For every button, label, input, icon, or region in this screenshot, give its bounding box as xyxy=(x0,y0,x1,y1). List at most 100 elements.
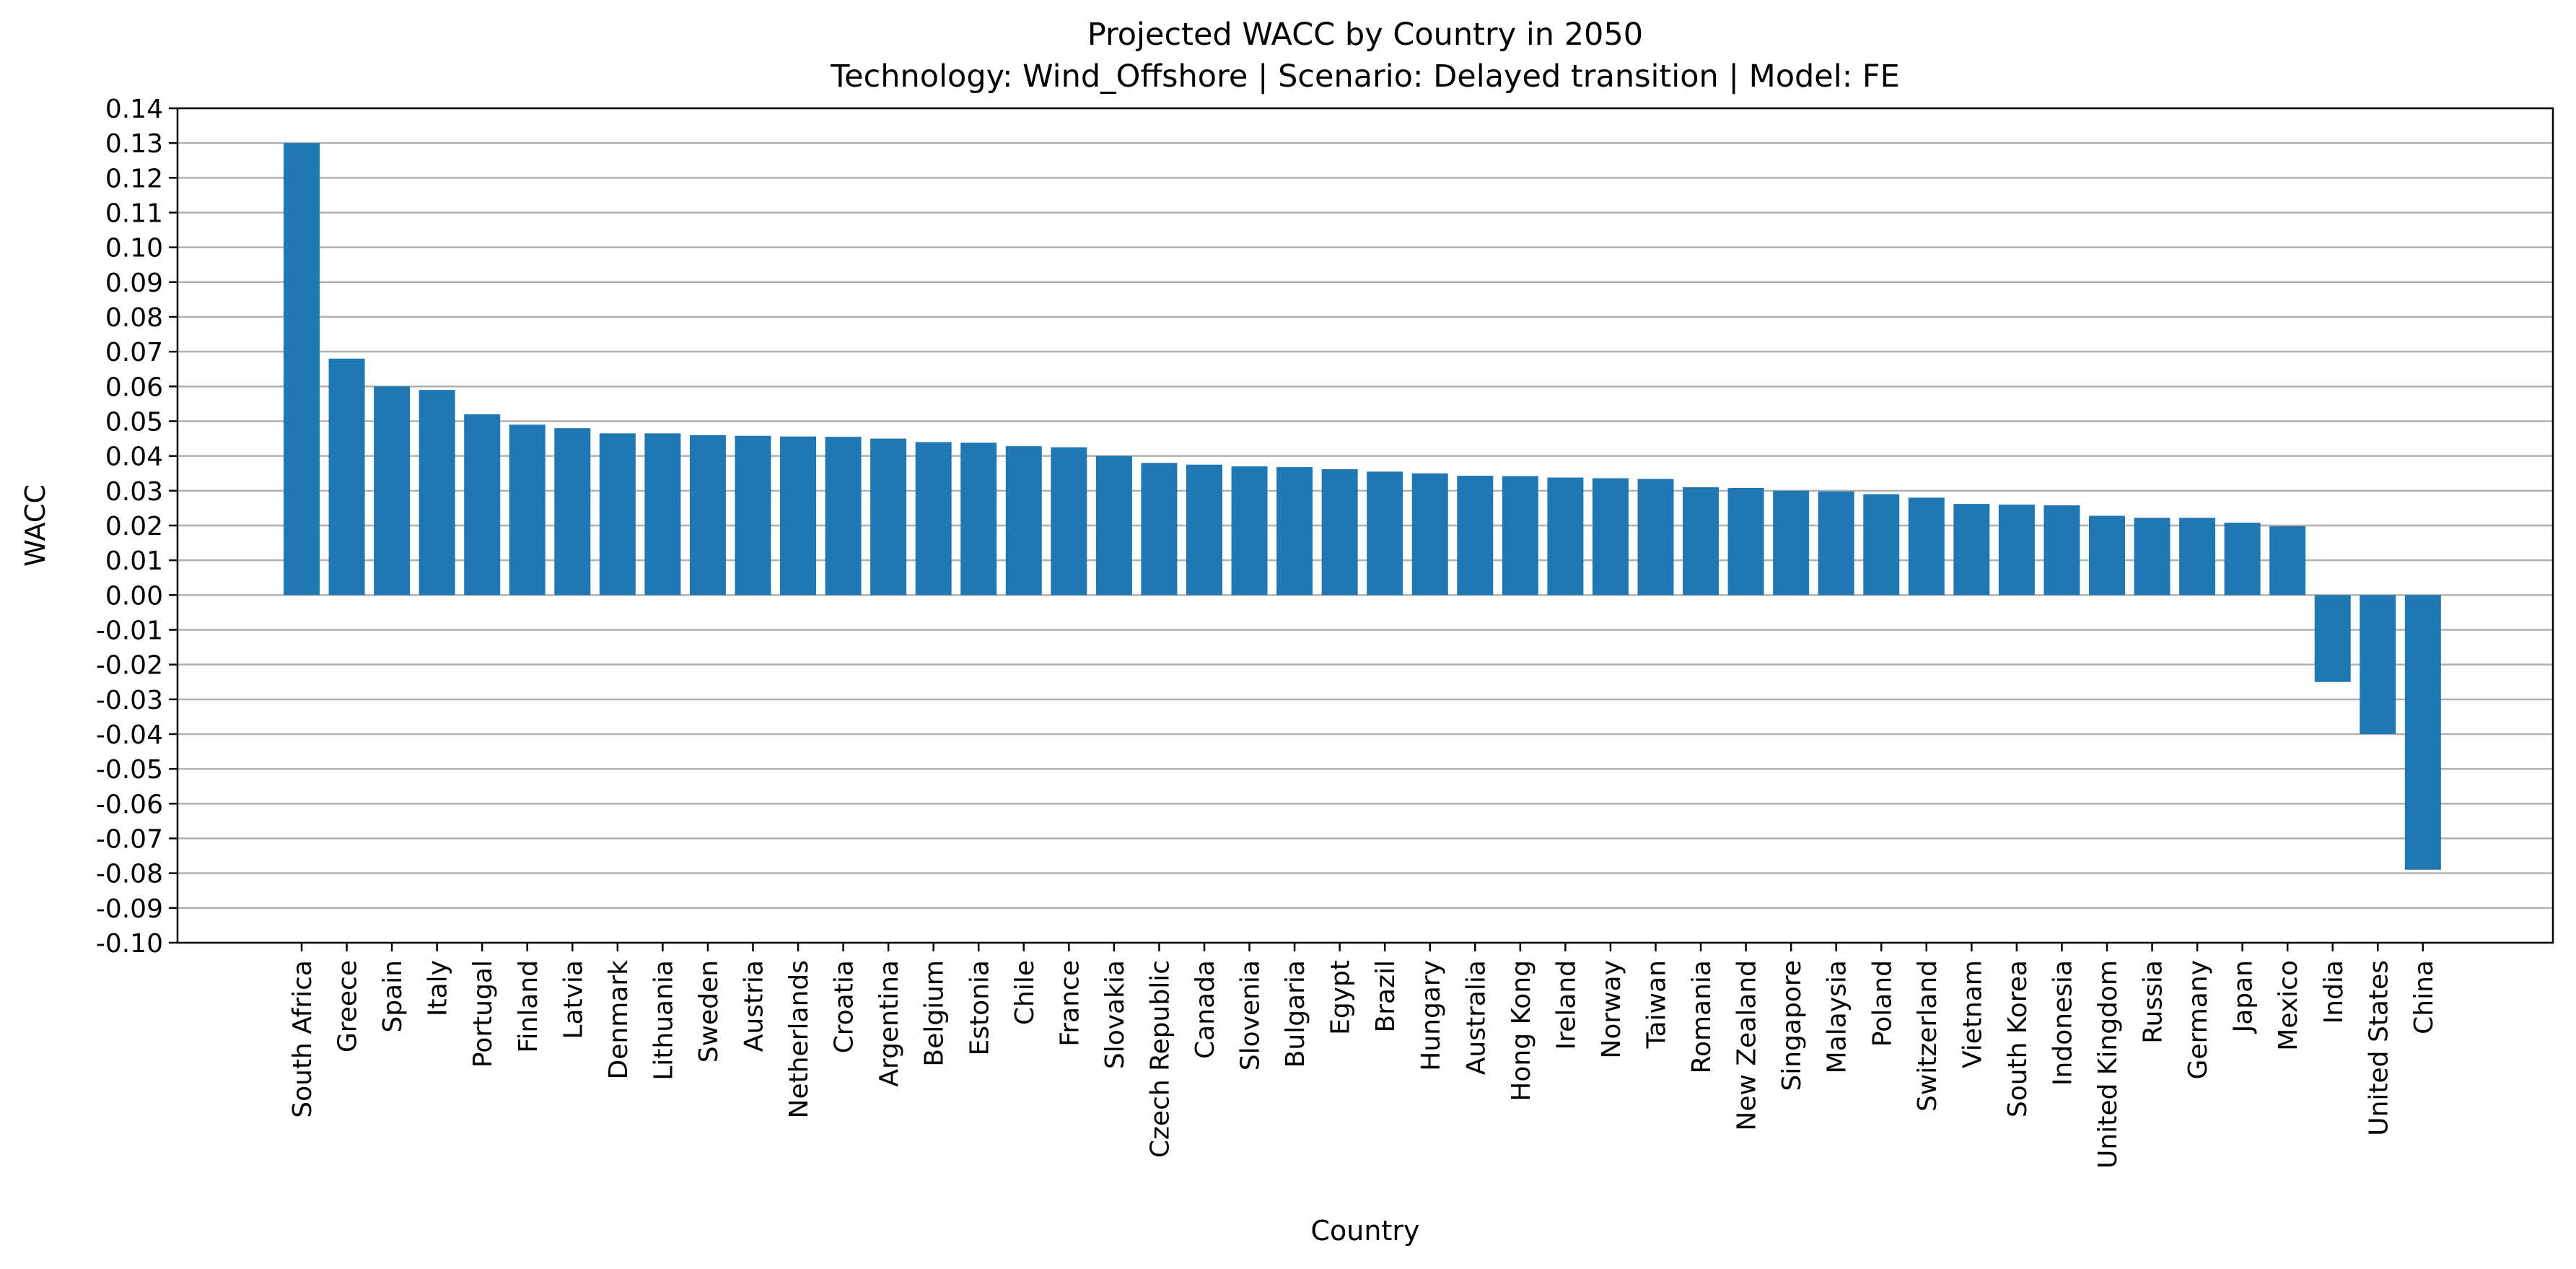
bar xyxy=(1773,490,1810,596)
x-tick-label: Switzerland xyxy=(1913,960,1942,1112)
x-tick-label: Croatia xyxy=(830,960,859,1053)
y-tick-label: 0.13 xyxy=(105,129,163,159)
x-tick-label: India xyxy=(2319,960,2349,1024)
y-tick-label: 0.08 xyxy=(105,303,163,333)
bar xyxy=(1051,447,1087,596)
x-tick-label: Greece xyxy=(333,960,363,1052)
bar xyxy=(464,414,501,596)
bar xyxy=(1367,471,1403,596)
bar xyxy=(419,390,455,596)
bar xyxy=(284,143,320,596)
x-axis-ticks: South Africa Greece Spain Italy Portugal Finl… xyxy=(288,943,2439,1169)
y-tick-label: -0.04 xyxy=(96,720,163,750)
bar xyxy=(599,433,636,596)
x-tick-label: Spain xyxy=(378,960,408,1033)
x-tick-label: Russia xyxy=(2139,960,2168,1044)
x-tick-label: China xyxy=(2409,960,2439,1034)
x-tick-label: South Korea xyxy=(2003,960,2033,1117)
x-tick-label: New Zealand xyxy=(1732,960,1762,1131)
x-tick-label: Romania xyxy=(1687,960,1717,1073)
bar xyxy=(1908,497,1945,596)
bar xyxy=(1592,478,1629,596)
y-tick-label: -0.08 xyxy=(96,860,163,889)
x-tick-label: Czech Republic xyxy=(1145,960,1175,1158)
x-axis-label: Country xyxy=(1311,1215,1420,1247)
bar xyxy=(1637,479,1674,596)
x-tick-label: Italy xyxy=(424,960,453,1016)
y-axis-ticks: -0.10 -0.09 -0.08 -0.07 -0.06 -0.05 -0.04 -0.03… xyxy=(96,95,178,959)
x-tick-label: Sweden xyxy=(694,960,724,1063)
y-tick-label: 0.07 xyxy=(105,338,163,367)
y-tick-label: 0.05 xyxy=(105,408,163,437)
y-tick-label: 0.04 xyxy=(105,442,163,472)
x-tick-label: Australia xyxy=(1461,960,1491,1075)
y-tick-label: 0.06 xyxy=(105,372,163,402)
bar xyxy=(644,433,681,596)
bar xyxy=(1321,468,1358,596)
x-tick-label: Hungary xyxy=(1416,960,1446,1071)
bar xyxy=(1141,463,1178,596)
x-tick-label: Chile xyxy=(1010,960,1040,1025)
bar xyxy=(374,386,411,596)
x-tick-label: Bulgaria xyxy=(1281,960,1310,1068)
chart-title: Projected WACC by Country in 2050 xyxy=(1087,17,1643,53)
x-tick-label: Mexico xyxy=(2274,960,2303,1051)
bar xyxy=(1457,476,1494,596)
x-tick-label: Finland xyxy=(514,960,543,1053)
x-tick-label: Egypt xyxy=(1326,960,1356,1035)
y-tick-label: 0.10 xyxy=(105,234,163,263)
bar xyxy=(960,442,997,596)
bar xyxy=(689,435,726,596)
x-tick-label: South Africa xyxy=(288,960,317,1118)
bar xyxy=(509,424,546,596)
bar xyxy=(2134,518,2170,596)
bar xyxy=(328,358,365,596)
y-tick-label: -0.06 xyxy=(96,790,163,819)
x-tick-label: Germany xyxy=(2183,960,2213,1079)
bar xyxy=(1005,446,1042,596)
x-tick-label: Brazil xyxy=(1371,960,1401,1032)
y-tick-label: 0.14 xyxy=(105,95,163,124)
y-tick-label: -0.03 xyxy=(96,686,163,715)
bar xyxy=(1547,477,1584,596)
y-tick-label: -0.07 xyxy=(96,825,163,855)
x-tick-label: Taiwan xyxy=(1642,960,1672,1049)
bar xyxy=(1727,487,1764,596)
bar xyxy=(1411,473,1448,596)
y-tick-label: -0.09 xyxy=(96,894,163,924)
bar xyxy=(2179,518,2216,596)
chart-subtitle: Technology: Wind_Offshore | Scenario: De… xyxy=(830,58,1900,95)
bar xyxy=(1863,494,1900,596)
x-tick-label: France xyxy=(1055,960,1085,1047)
x-tick-label: Slovenia xyxy=(1236,960,1266,1070)
bar xyxy=(2314,595,2351,682)
x-tick-label: United Kingdom xyxy=(2093,960,2123,1169)
y-tick-label: -0.01 xyxy=(96,616,163,646)
bar xyxy=(1186,464,1222,596)
x-tick-label: Indonesia xyxy=(2048,960,2077,1086)
bar xyxy=(1998,505,2035,596)
bar xyxy=(1502,476,1538,596)
bar xyxy=(2089,515,2125,596)
y-tick-label: 0.00 xyxy=(105,581,163,611)
bars xyxy=(284,143,2441,870)
y-tick-label: -0.02 xyxy=(96,651,163,681)
x-tick-label: Malaysia xyxy=(1823,960,1852,1073)
bar xyxy=(2404,595,2441,870)
bar xyxy=(1231,466,1268,596)
bar xyxy=(1095,455,1132,596)
x-tick-label: Japan xyxy=(2229,960,2259,1034)
x-tick-label: Austria xyxy=(740,960,769,1052)
x-tick-label: Argentina xyxy=(875,960,904,1087)
x-tick-label: Netherlands xyxy=(784,960,814,1118)
x-tick-label: Denmark xyxy=(604,960,634,1080)
y-tick-label: -0.10 xyxy=(96,929,163,959)
x-tick-label: Estonia xyxy=(965,960,994,1056)
y-tick-label: 0.01 xyxy=(105,546,163,576)
y-tick-label: -0.05 xyxy=(96,755,163,785)
bar xyxy=(2224,523,2261,596)
y-tick-label: 0.03 xyxy=(105,477,163,507)
y-axis-label: WACC xyxy=(19,484,51,567)
